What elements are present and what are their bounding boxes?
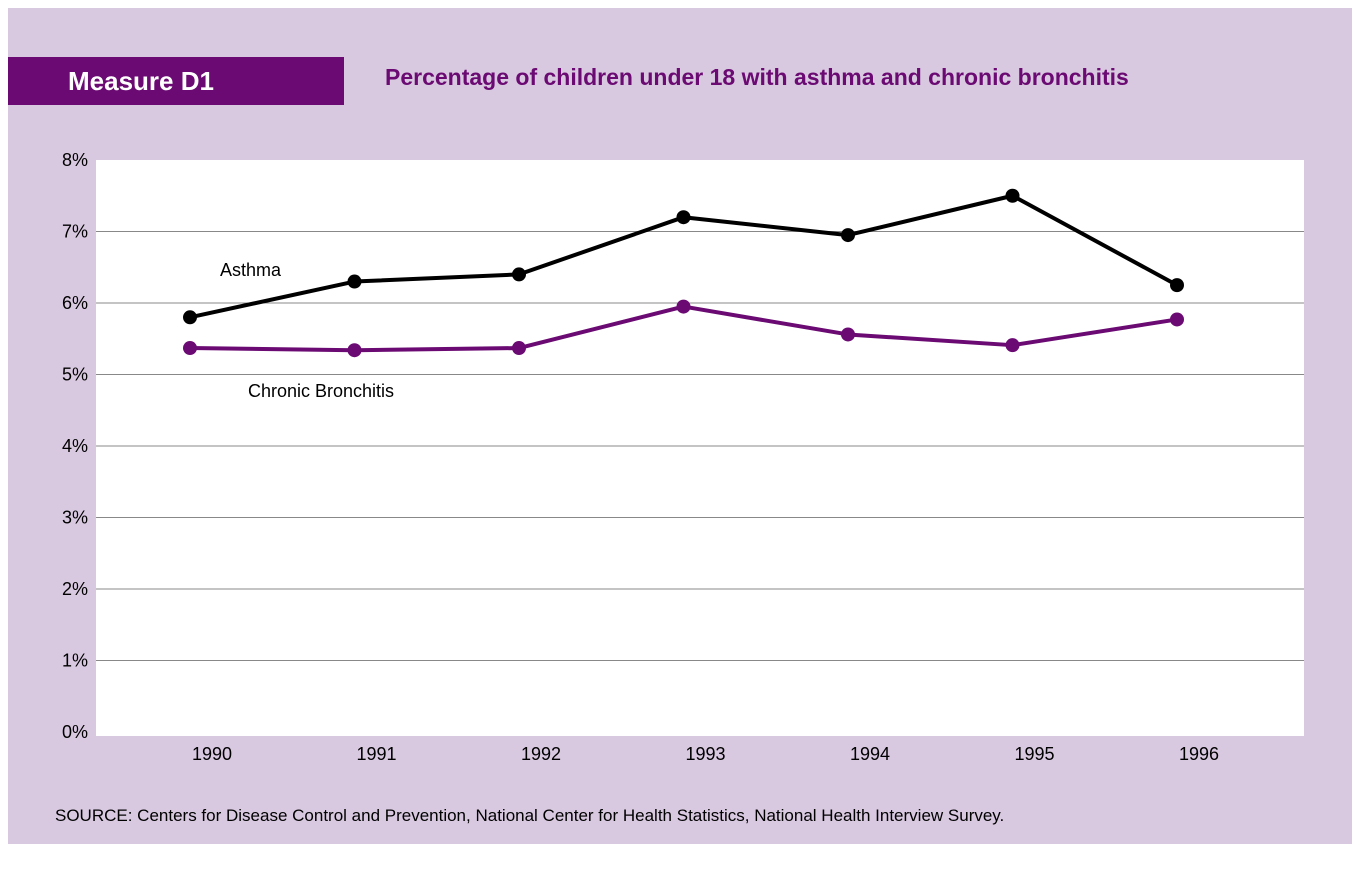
data-point-asthma xyxy=(512,267,526,282)
series-label-asthma: Asthma xyxy=(220,260,282,280)
x-tick-label: 1992 xyxy=(521,744,561,764)
data-point-chronic-bronchitis xyxy=(1170,312,1184,327)
data-point-asthma xyxy=(841,228,855,243)
data-point-chronic-bronchitis xyxy=(676,299,691,314)
data-point-asthma xyxy=(1005,188,1020,203)
data-point-asthma xyxy=(676,210,691,225)
y-tick-label: 1% xyxy=(62,651,88,671)
series-label-chronic-bronchitis: Chronic Bronchitis xyxy=(248,381,394,401)
data-point-asthma xyxy=(1170,278,1184,293)
plot-area xyxy=(96,160,1304,736)
x-tick-label: 1991 xyxy=(356,744,396,764)
y-tick-label: 5% xyxy=(62,365,88,385)
source-note: SOURCE: Centers for Disease Control and … xyxy=(55,806,1005,825)
y-tick-label: 3% xyxy=(62,508,88,528)
data-point-chronic-bronchitis xyxy=(512,341,526,356)
data-point-chronic-bronchitis xyxy=(183,341,197,356)
x-axis-tick-labels: 1990 1991 1992 1993 1994 1995 1996 xyxy=(192,744,1219,764)
x-tick-label: 1996 xyxy=(1179,744,1219,764)
data-point-asthma xyxy=(347,274,362,289)
y-tick-label: 2% xyxy=(62,579,88,599)
data-point-chronic-bronchitis xyxy=(347,343,362,358)
x-tick-label: 1993 xyxy=(685,744,725,764)
y-tick-label: 7% xyxy=(62,222,88,242)
x-tick-label: 1990 xyxy=(192,744,232,764)
data-point-chronic-bronchitis xyxy=(1005,338,1020,353)
measure-label: Measure D1 xyxy=(8,57,344,105)
x-tick-label: 1995 xyxy=(1014,744,1054,764)
data-point-chronic-bronchitis xyxy=(841,327,855,342)
y-axis-tick-labels: 0% 1% 2% 3% 4% 5% 6% 7% 8% xyxy=(62,150,88,742)
gridlines xyxy=(96,231,1304,661)
y-tick-label: 4% xyxy=(62,436,88,456)
y-tick-label: 8% xyxy=(62,150,88,170)
y-tick-label: 6% xyxy=(62,293,88,313)
series-group xyxy=(183,188,1184,358)
chart-title: Percentage of children under 18 with ast… xyxy=(385,64,1129,90)
y-tick-label: 0% xyxy=(62,722,88,742)
data-point-asthma xyxy=(183,310,197,325)
x-tick-label: 1994 xyxy=(850,744,890,764)
